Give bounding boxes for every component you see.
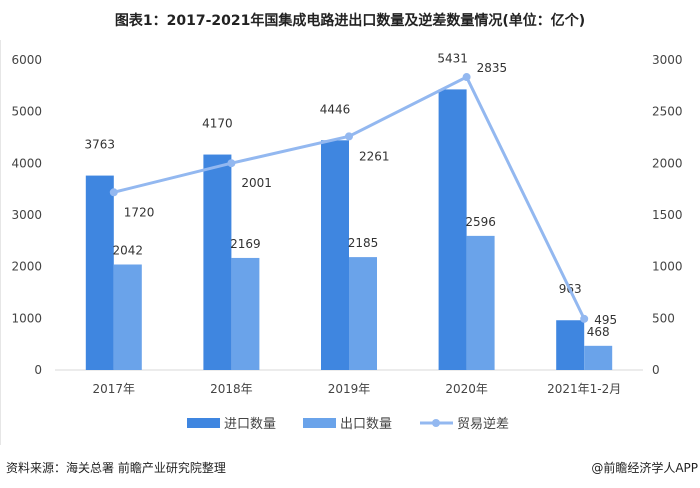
right-tick-label: 2000 [652,156,683,170]
bar-import [203,154,232,370]
bar-import [556,320,585,370]
bar-label-import: 3763 [85,138,116,152]
line-point [109,188,118,197]
line-label: 2835 [477,61,508,75]
line-label: 495 [594,313,617,327]
line-point [462,73,471,82]
legend-import-label: 进口数量 [224,417,276,432]
bar-import [85,175,114,370]
left-tick-label: 1000 [11,311,42,325]
line-label: 2261 [359,149,390,163]
category-label: 2020年 [445,382,488,396]
legend-deficit-label: 贸易逆差 [457,416,509,432]
bar-export [349,257,377,370]
left-tick-label: 5000 [11,105,42,119]
line-point [345,132,353,141]
bar-import [321,140,349,370]
bar-label-export: 2042 [113,243,144,257]
left-tick-label: 0 [34,363,42,377]
category-label: 2017年 [93,382,136,396]
right-tick-label: 3000 [652,53,683,67]
right-tick-label: 1500 [652,208,683,222]
right-tick-label: 0 [652,363,660,377]
right-tick-label: 2500 [652,105,683,119]
line-label: 2001 [241,176,272,190]
line-label: 1720 [124,205,155,219]
chart-title: 图表1：2017-2021年国集成电路进出口数量及逆差数量情况(单位：亿个) [114,13,586,29]
legend-deficit-marker [432,419,440,427]
right-tick-label: 500 [652,311,675,325]
category-label: 2021年1-2月 [547,382,621,396]
left-tick-label: 2000 [11,260,42,274]
legend-export-swatch [303,418,336,428]
line-point [580,314,589,323]
right-tick-label: 1000 [652,260,683,274]
legend-export-label: 出口数量 [340,417,392,432]
left-tick-label: 3000 [11,208,42,222]
bar-label-export: 468 [587,325,610,339]
bar-label-export: 2185 [348,236,379,250]
legend-import-swatch [187,418,220,428]
bar-import [438,89,467,371]
bar-label-export: 2596 [465,215,496,229]
bar-label-import: 4170 [202,117,233,131]
brand-credit: @前瞻经济学人APP [591,461,698,475]
category-label: 2018年 [210,382,253,396]
bar-export [113,264,142,370]
left-tick-label: 6000 [11,53,42,67]
bar-label-import: 5431 [437,51,468,65]
chart-frame [0,40,699,445]
line-point [227,159,236,168]
bar-export [466,235,495,370]
source-note: 资料来源：海关总署 前瞻产业研究院整理 [6,461,226,475]
bar-label-import: 4446 [320,102,351,116]
bar-export [584,345,613,370]
bar-export [231,257,260,370]
category-label: 2019年 [328,382,371,396]
bar-label-export: 2169 [230,237,261,251]
left-tick-label: 4000 [11,156,42,170]
